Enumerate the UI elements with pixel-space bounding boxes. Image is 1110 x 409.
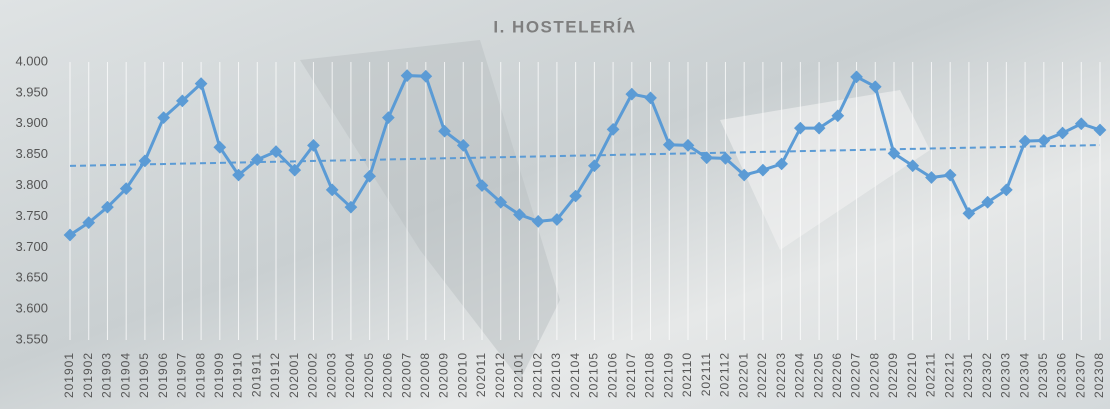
x-tick-label: 202104 (568, 352, 582, 398)
x-tick-label: 201901 (62, 352, 76, 398)
x-tick-label: 201904 (118, 352, 132, 398)
y-tick-label: 3.800 (15, 177, 48, 192)
marker (381, 111, 395, 124)
x-tick-label: 201911 (249, 352, 263, 397)
x-tick-label: 202207 (849, 352, 863, 398)
marker (194, 77, 208, 90)
x-tick-label: 202011 (474, 352, 488, 397)
x-tick-label: 202302 (980, 352, 994, 398)
y-tick-label: 3.950 (15, 84, 48, 99)
x-tick-label: 202305 (1036, 352, 1050, 398)
x-tick-label: 202003 (324, 352, 338, 398)
x-tick-label: 202108 (643, 352, 657, 398)
marker (250, 153, 264, 166)
marker (475, 179, 489, 192)
trendline (69, 144, 1101, 167)
x-tick-label: 201908 (193, 352, 207, 398)
x-tick-label: 202008 (418, 352, 432, 398)
x-tick-label: 202203 (774, 352, 788, 398)
x-tick-label: 202202 (755, 352, 769, 398)
x-tick-label: 202301 (961, 352, 975, 398)
x-tick-label: 202009 (437, 352, 451, 398)
y-tick-label: 3.650 (15, 270, 48, 285)
x-tick-label: 202208 (867, 352, 881, 398)
y-tick-label: 3.900 (15, 115, 48, 130)
x-tick-label: 202101 (512, 352, 526, 398)
x-tick-label: 202010 (455, 352, 469, 398)
background-shape (720, 90, 930, 250)
x-tick-label: 202209 (886, 352, 900, 398)
x-tick-label: 202201 (736, 352, 750, 398)
y-tick-label: 3.700 (15, 239, 48, 254)
x-tick-label: 202211 (924, 352, 938, 397)
y-tick-label: 3.550 (15, 331, 48, 346)
x-tick-label: 202306 (1055, 352, 1069, 398)
x-tick-label: 202005 (362, 352, 376, 398)
marker (138, 154, 152, 168)
chart-title: I. HOSTELERÍA (493, 17, 636, 36)
marker (325, 183, 339, 197)
x-tick-label: 202206 (830, 352, 844, 398)
marker (157, 111, 171, 124)
x-tick-label: 201907 (175, 352, 189, 398)
marker (288, 163, 302, 177)
x-tick-label: 202105 (587, 352, 601, 398)
marker (269, 145, 283, 158)
marker (101, 200, 114, 214)
y-tick-label: 3.850 (15, 146, 48, 161)
marker (63, 228, 77, 242)
marker (400, 69, 414, 82)
x-tick-label: 202303 (999, 352, 1013, 398)
x-tick-label: 202204 (793, 352, 807, 398)
y-tick-label: 3.750 (15, 208, 48, 223)
marker (307, 139, 320, 152)
marker (363, 169, 377, 183)
x-tick-label: 202212 (942, 352, 956, 398)
marker (119, 182, 133, 196)
marker (1018, 134, 1032, 148)
marker (232, 168, 245, 182)
x-tick-label: 202106 (605, 352, 619, 398)
x-tick-label: 202002 (306, 352, 320, 398)
x-tick-label: 202205 (811, 352, 825, 398)
marker (494, 195, 508, 209)
marker (344, 200, 358, 214)
y-tick-label: 4.000 (15, 53, 48, 68)
marker (456, 139, 470, 152)
x-tick-label: 201905 (137, 352, 151, 398)
x-tick-label: 202107 (624, 352, 638, 398)
x-tick-label: 202006 (381, 352, 395, 398)
x-tick-label: 202112 (718, 352, 732, 397)
x-tick-label: 202103 (549, 352, 563, 398)
x-tick-label: 202110 (680, 352, 694, 397)
x-tick-label: 202111 (699, 352, 713, 396)
x-tick-label: 202109 (661, 352, 675, 398)
x-tick-label: 202007 (399, 352, 413, 398)
x-tick-label: 201910 (231, 352, 245, 398)
x-tick-label: 202012 (493, 352, 507, 398)
marker (213, 140, 227, 154)
marker (175, 94, 189, 108)
x-tick-label: 202004 (343, 352, 357, 398)
marker (419, 69, 433, 83)
x-tick-label: 202102 (530, 352, 544, 398)
x-tick-label: 201909 (212, 352, 226, 398)
x-tick-label: 201903 (100, 352, 114, 398)
x-tick-label: 201912 (268, 352, 282, 398)
x-tick-label: 202304 (1017, 352, 1031, 398)
x-tick-label: 201902 (81, 352, 95, 398)
x-tick-label: 201906 (156, 352, 170, 398)
x-tick-label: 202210 (905, 352, 919, 398)
y-tick-label: 3.600 (15, 301, 48, 316)
x-tick-label: 202307 (1073, 352, 1087, 398)
x-tick-label: 202308 (1092, 352, 1106, 398)
background-shape (300, 40, 560, 380)
marker (82, 216, 96, 229)
x-tick-label: 202001 (287, 352, 301, 398)
